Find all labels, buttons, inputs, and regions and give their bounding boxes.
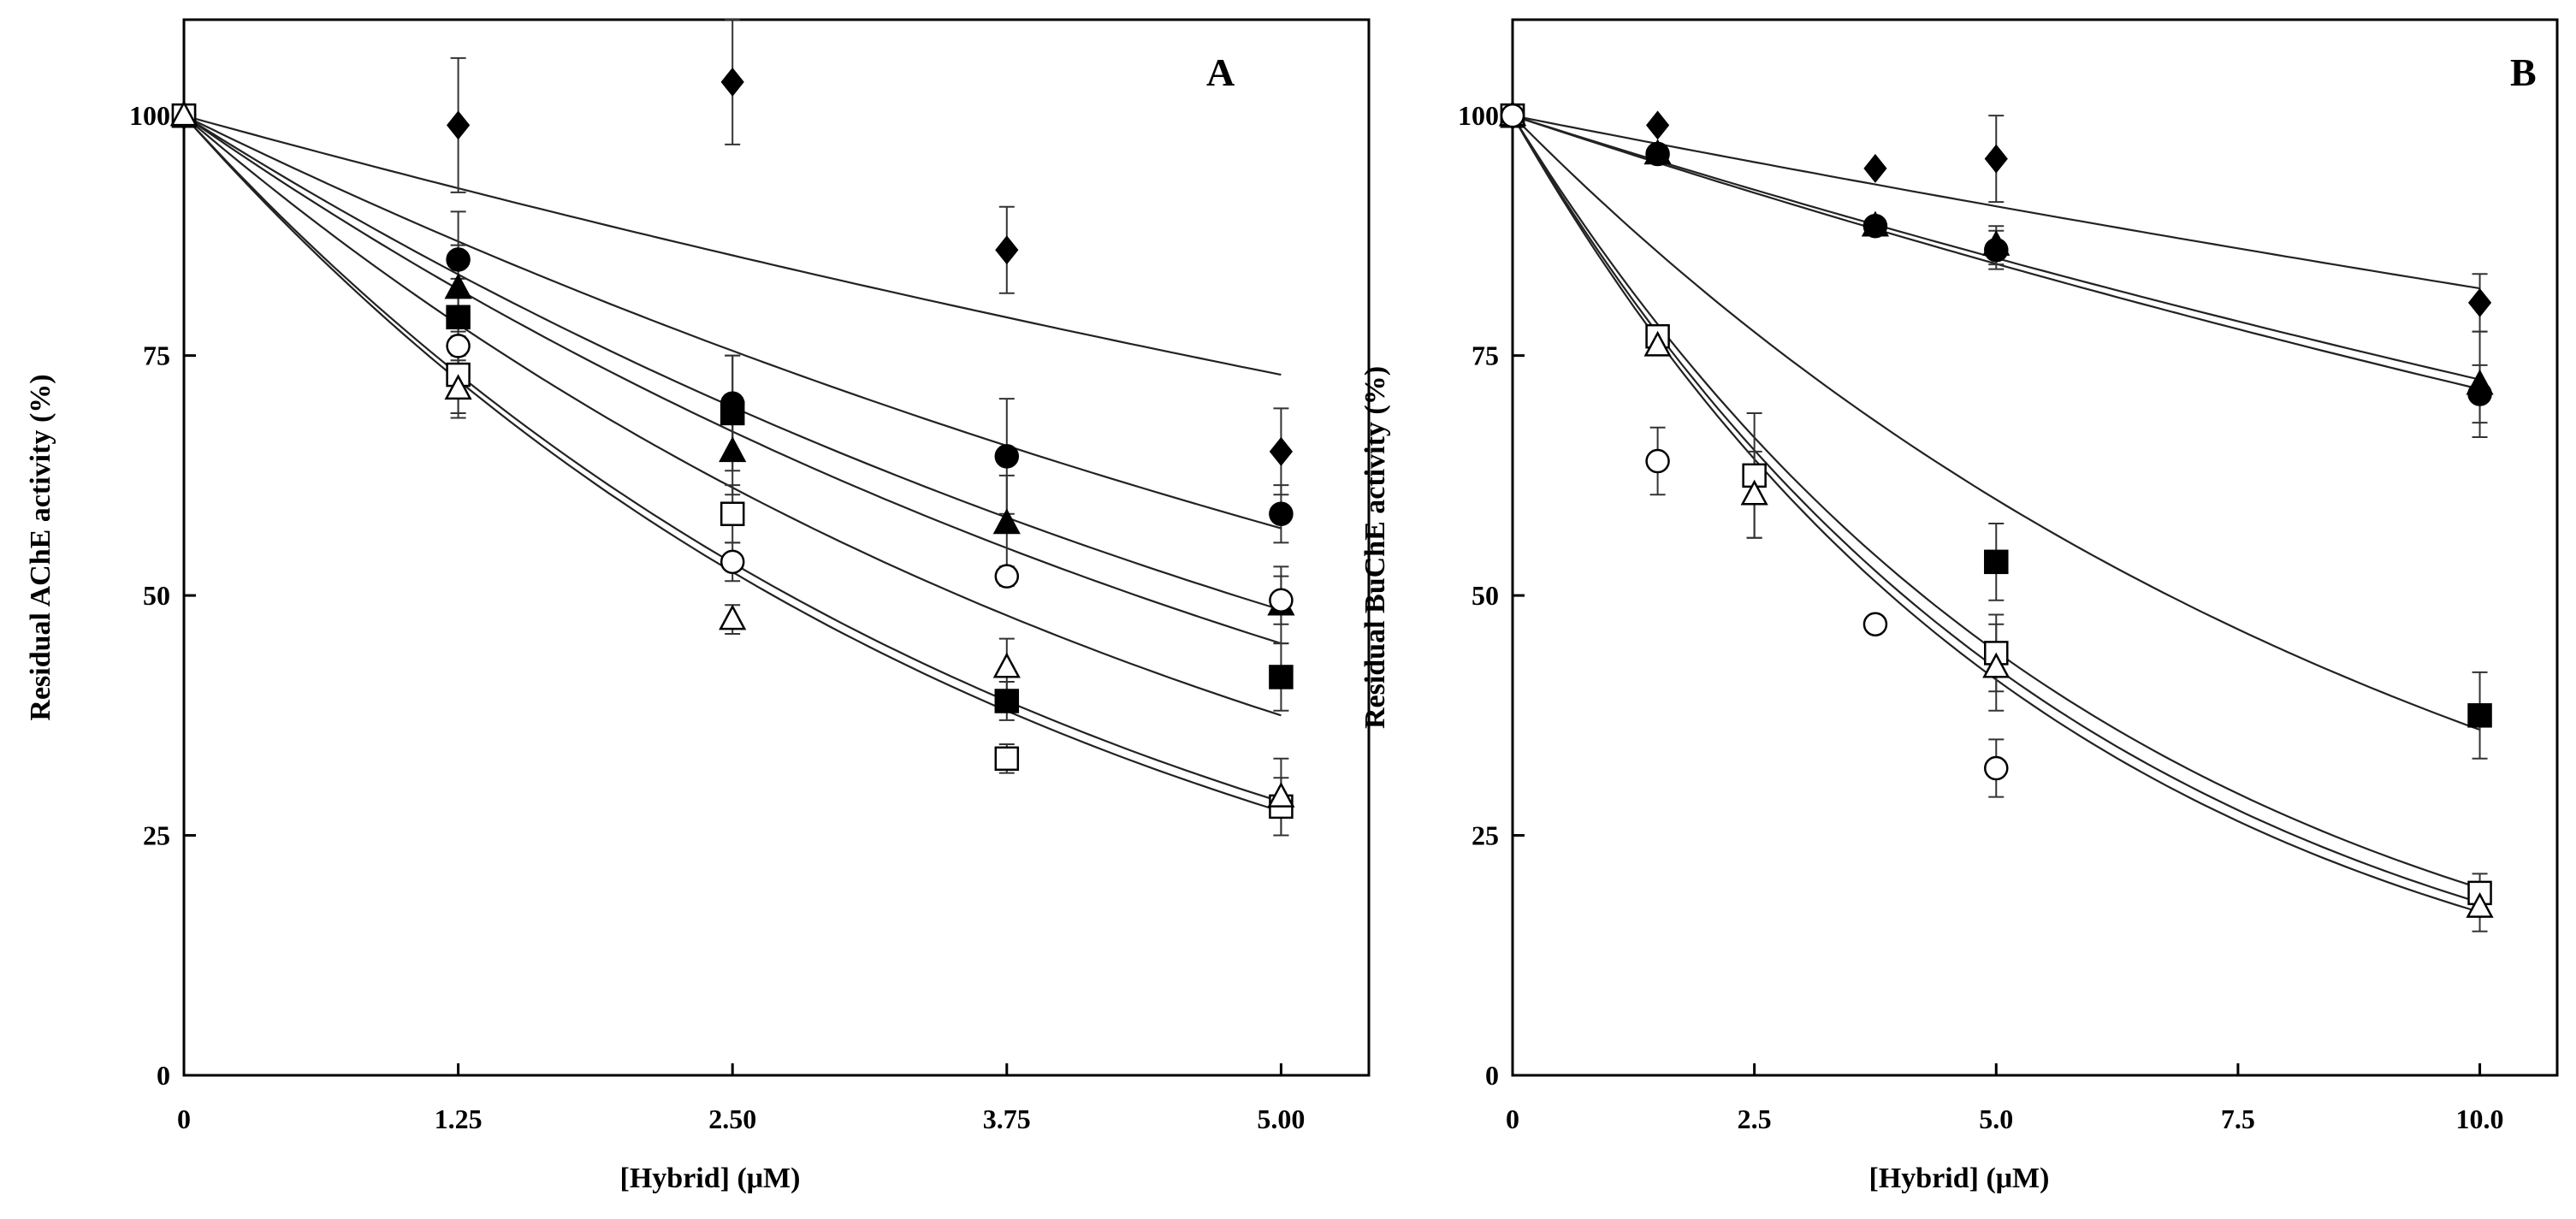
y-tick-label: 50 [143,580,170,611]
x-tick-label: 3.75 [983,1104,1031,1134]
x-tick-label: 0 [1506,1104,1519,1134]
data-point-circle-filled [2467,382,2492,406]
data-point-circle-open [720,549,745,575]
x-axis-title-b: [Hybrid] (μM) [1869,1163,2050,1194]
data-point-diamond-filled [2467,287,2492,317]
data-point-square-filled [1269,665,1294,689]
data-point-triangle-open [2466,892,2494,918]
data-point-triangle-filled [444,273,472,299]
data-point-circle-filled [1984,237,2009,263]
y-tick-label: 100 [1458,100,1499,131]
data-point-square-filled [1984,549,2009,575]
axes-b: 0 2.5 5.0 7.5 10.0 0 25 50 75 100 [1458,100,2504,1134]
data-point-square-open [994,746,1020,772]
y-tick-label: 50 [1472,580,1499,611]
data-point-diamond-filled [1269,436,1294,466]
data-point-circle-open [1984,755,2009,781]
data-point-triangle-filled [992,508,1021,535]
y-axis-title-b: Residual BuChE activity (%) [1359,366,1391,729]
data-point-circle-filled [1862,213,1888,239]
data-point-square-filled [720,400,745,426]
data-point-triangle-open [992,652,1021,678]
data-point-diamond-filled [1984,144,2008,174]
data-point-square-filled [994,689,1020,713]
data-point-triangle-open [1267,782,1295,808]
fit-curve-diamond-filled [1512,115,2480,290]
panel-label-a: A [1206,50,1235,94]
fit-curve-diamond-filled [183,115,1282,376]
y-tick-label: 75 [143,340,170,371]
x-axis-title-a: [Hybrid] (μM) [620,1163,801,1194]
panel-a: 0 1.25 2.50 3.75 5.00 0 25 50 75 100 A [Hybrid] (… [25,18,1371,1194]
data-point-diamond-filled [995,235,1019,265]
x-tick-label: 2.50 [708,1104,756,1134]
x-tick-label: 1.25 [435,1104,483,1134]
data-point-circle-open [1500,103,1525,128]
data-point-diamond-filled [1863,153,1887,183]
data-point-circle-open [446,334,471,358]
data-point-triangle-open [1740,479,1768,506]
x-tick-label: 0 [177,1104,191,1134]
panel-b: 0 2.5 5.0 7.5 10.0 0 25 50 75 100 B [Hybrid] (μM)… [1359,18,2559,1194]
data-point-square-filled [2467,703,2492,728]
data-point-triangle-open [719,604,747,630]
data-point-circle-open [1269,588,1294,612]
data-point-circle-filled [1269,501,1294,526]
data-point-triangle-filled [719,436,747,463]
y-axis-title-a: Residual AChE activity (%) [25,374,56,720]
data-point-triangle-open [444,374,472,400]
data-point-square-open [720,501,745,526]
data-point-circle-open [1645,448,1670,474]
data-point-triangle-open [1643,330,1672,357]
x-tick-label: 2.5 [1738,1104,1772,1134]
data-points-b [1498,100,2494,932]
data-point-triangle-open [169,100,198,127]
y-tick-label: 100 [129,100,170,131]
data-point-square-filled [446,305,471,330]
data-point-circle-open [1862,612,1888,636]
x-tick-label: 10.0 [2456,1104,2504,1134]
data-point-circle-filled [1645,141,1670,167]
x-tick-label: 7.5 [2221,1104,2255,1134]
y-tick-label: 75 [1472,340,1499,371]
y-tick-label: 0 [157,1060,170,1091]
data-point-triangle-open [1982,652,2010,678]
y-tick-label: 25 [143,820,170,851]
data-point-diamond-filled [1645,110,1670,140]
x-tick-label: 5.0 [1979,1104,2013,1134]
data-point-diamond-filled [447,110,471,140]
data-point-circle-filled [446,247,471,272]
x-tick-label: 5.00 [1257,1104,1305,1134]
plot-frame-b [1511,18,2559,1077]
fit-curve-circle-filled [183,115,1282,530]
data-point-circle-open [994,564,1020,589]
fit-curve-square-filled [1512,115,2480,731]
y-tick-label: 0 [1485,1060,1499,1091]
panel-label-b: B [2510,50,2537,94]
data-points-a [169,19,1295,837]
data-point-circle-filled [994,444,1020,469]
axes-a: 0 1.25 2.50 3.75 5.00 0 25 50 75 100 [129,100,1305,1134]
y-tick-label: 25 [1472,820,1499,851]
data-point-diamond-filled [720,67,744,97]
plot-frame-a [182,18,1371,1077]
